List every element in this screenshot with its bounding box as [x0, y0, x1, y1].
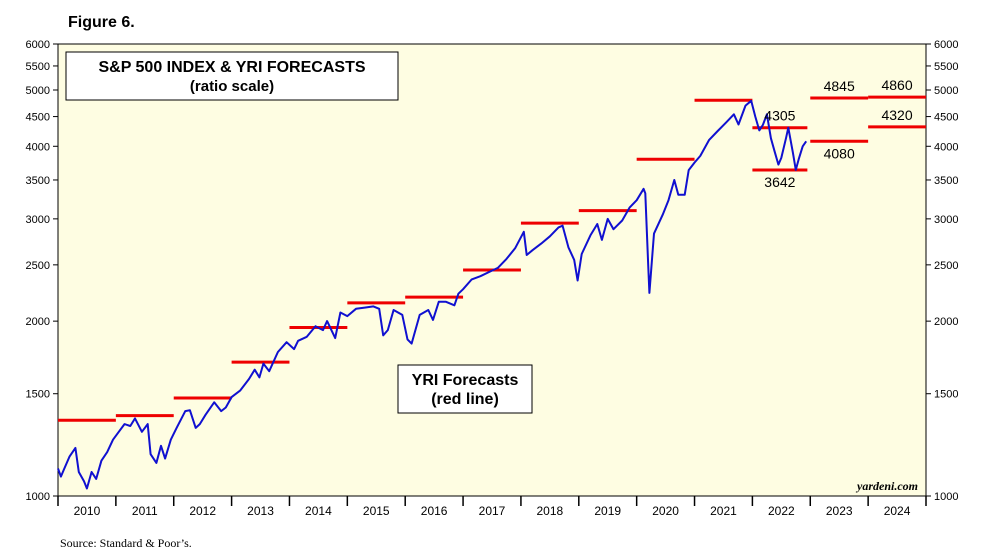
y-tick-label-left-4000: 4000 — [26, 141, 50, 153]
forecast-label-4320: 4320 — [881, 107, 912, 123]
y-tick-label-left-3000: 3000 — [26, 214, 50, 226]
source-note: Source: Standard & Poor’s. — [60, 536, 192, 550]
y-tick-label-right-3000: 3000 — [934, 214, 958, 226]
y-tick-label-right-2000: 2000 — [934, 316, 958, 328]
x-tick-label-2020: 2020 — [652, 504, 679, 518]
x-axis: 2010 2011 2012 2013 2014 2015 2016 2017 2018 2019… — [57, 496, 927, 518]
y-tick-label-left-2000: 2000 — [26, 316, 50, 328]
legend-note-line1: YRI Forecasts — [412, 372, 519, 389]
y-tick-label-left-5000: 5000 — [26, 85, 50, 97]
forecast-labels: 4305 3642 4845 4080 4860 4320 — [764, 77, 913, 190]
y-tick-label-right-1000: 1000 — [934, 491, 958, 503]
y-tick-label-left-6000: 6000 — [26, 39, 50, 51]
x-tick-label-2017: 2017 — [479, 504, 506, 518]
x-tick-label-2010: 2010 — [74, 504, 101, 518]
y-tick-label-right-4000: 4000 — [934, 141, 958, 153]
y-tick-label-right-6000: 6000 — [934, 39, 958, 51]
y-tick-label-left-2500: 2500 — [26, 260, 50, 272]
sp500-index-line — [57, 99, 808, 490]
x-tick-label-2024: 2024 — [884, 504, 911, 518]
figure-label: Figure 6. — [68, 14, 135, 31]
chart-subtitle: (ratio scale) — [190, 78, 274, 95]
y-tick-label-right-5000: 5000 — [934, 85, 958, 97]
x-tick-label-2023: 2023 — [826, 504, 853, 518]
y-tick-label-left-1500: 1500 — [26, 389, 50, 401]
y-tick-label-left-5500: 5500 — [26, 61, 50, 73]
y-tick-label-right-5500: 5500 — [934, 61, 958, 73]
y-axis-left: 1000 1500 2000 2500 3000 3500 4000 4500 5000 5500… — [26, 39, 58, 503]
x-tick-label-2013: 2013 — [247, 504, 274, 518]
x-tick-label-2021: 2021 — [710, 504, 737, 518]
forecast-label-4845: 4845 — [824, 78, 855, 94]
y-tick-label-left-1000: 1000 — [26, 491, 50, 503]
forecast-label-4080: 4080 — [824, 145, 855, 161]
y-tick-label-right-3500: 3500 — [934, 175, 958, 187]
y-tick-label-right-2500: 2500 — [934, 260, 958, 272]
y-tick-label-right-4500: 4500 — [934, 112, 958, 124]
x-tick-label-2016: 2016 — [421, 504, 448, 518]
x-tick-label-2015: 2015 — [363, 504, 390, 518]
watermark: yardeni.com — [855, 479, 918, 493]
x-tick-label-2019: 2019 — [594, 504, 621, 518]
x-tick-label-2018: 2018 — [537, 504, 564, 518]
x-tick-label-2014: 2014 — [305, 504, 332, 518]
forecast-label-4305: 4305 — [764, 108, 795, 124]
y-tick-label-left-3500: 3500 — [26, 175, 50, 187]
y-axis-right: 1000 1500 2000 2500 3000 3500 4000 4500 5000 5500… — [926, 39, 958, 503]
forecast-label-3642: 3642 — [764, 174, 795, 190]
x-tick-label-2022: 2022 — [768, 504, 795, 518]
legend-note-box: YRI Forecasts (red line) — [397, 364, 533, 414]
y-tick-label-right-1500: 1500 — [934, 389, 958, 401]
legend-note-line2: (red line) — [431, 391, 499, 408]
chart-title: S&P 500 INDEX & YRI FORECASTS — [98, 59, 365, 76]
forecast-label-4860: 4860 — [881, 77, 912, 93]
y-tick-label-left-4500: 4500 — [26, 112, 50, 124]
x-tick-label-2011: 2011 — [132, 504, 158, 518]
title-box: S&P 500 INDEX & YRI FORECASTS (ratio sca… — [65, 51, 399, 101]
x-tick-label-2012: 2012 — [189, 504, 216, 518]
